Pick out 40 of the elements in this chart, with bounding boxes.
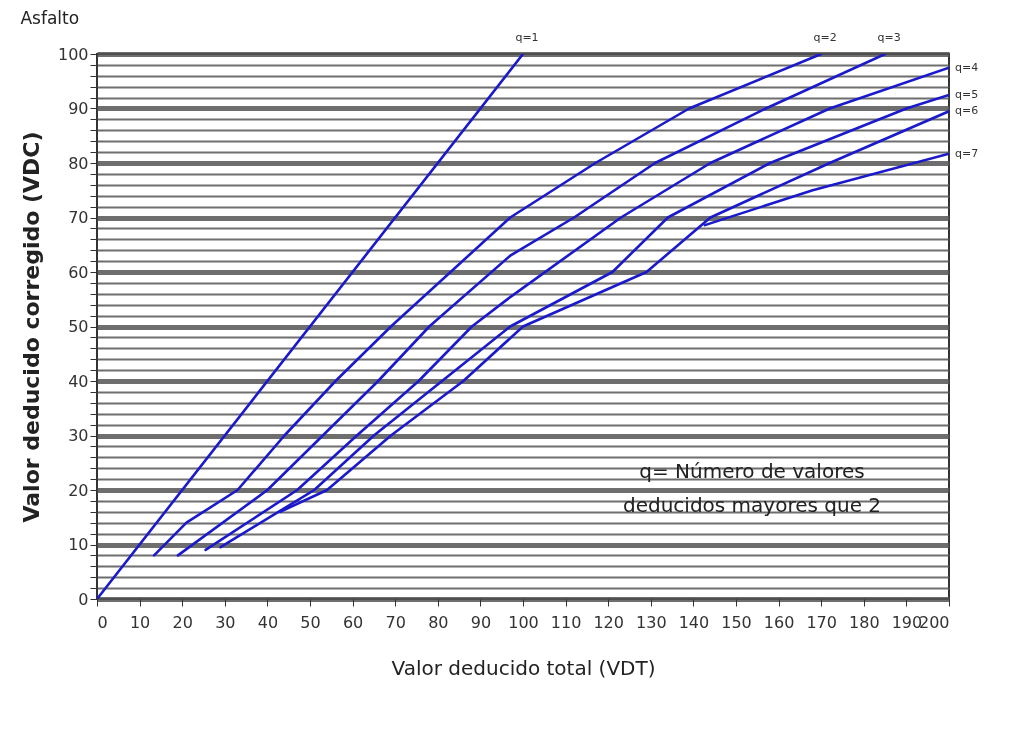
y-tick-label: 70 <box>68 208 89 227</box>
y-tick-label: 100 <box>57 44 89 64</box>
y-tick-label: 20 <box>68 480 89 500</box>
x-tick-label: 50 <box>300 612 321 632</box>
x-tick-label: 10 <box>129 612 151 632</box>
x-tick-label: 30 <box>215 612 236 632</box>
y-tick-label: 80 <box>68 153 89 173</box>
y-tick-label: 90 <box>68 99 89 118</box>
x-tick-label: 100 <box>508 612 539 632</box>
x-tick-label: 60 <box>342 612 364 632</box>
x-tick-label: 140 <box>678 612 710 632</box>
x-tick-label: 170 <box>806 612 837 632</box>
series-label: q=5 <box>955 87 979 101</box>
series-label: q=6 <box>955 104 979 118</box>
x-tick-label: 90 <box>470 612 492 632</box>
y-tick-label: 40 <box>68 371 89 391</box>
series-label: q=4 <box>955 60 979 74</box>
x-tick-label: 120 <box>593 612 624 632</box>
y-tick-label: 60 <box>68 262 89 282</box>
series-label: q=1 <box>515 31 539 44</box>
x-tick-label: 80 <box>428 612 449 632</box>
x-tick-label: 70 <box>385 612 406 632</box>
chart-title: Asfalto <box>20 8 80 28</box>
x-tick-label: 150 <box>721 612 752 632</box>
x-tick-label: 110 <box>550 612 582 632</box>
x-axis-title: Valor deducido total (VDT) <box>391 655 656 680</box>
x-tick-label: 180 <box>849 612 880 632</box>
y-tick-label: 50 <box>68 317 89 336</box>
series-label: q=2 <box>813 31 837 44</box>
series-label: q=7 <box>955 146 979 160</box>
y-tick-label: 30 <box>68 426 89 445</box>
x-tick-label: 0 <box>97 612 108 632</box>
y-tick-label: 10 <box>68 535 89 554</box>
x-tick-label: 130 <box>636 612 667 632</box>
series-label: q=3 <box>877 31 901 44</box>
y-axis-title: Valor deducido corregido (VDC) <box>18 131 44 523</box>
x-tick-label: 160 <box>763 612 795 632</box>
x-tick-label: 40 <box>257 612 279 632</box>
y-tick-label: 0 <box>78 589 89 609</box>
x-tick-label: 20 <box>172 612 193 632</box>
